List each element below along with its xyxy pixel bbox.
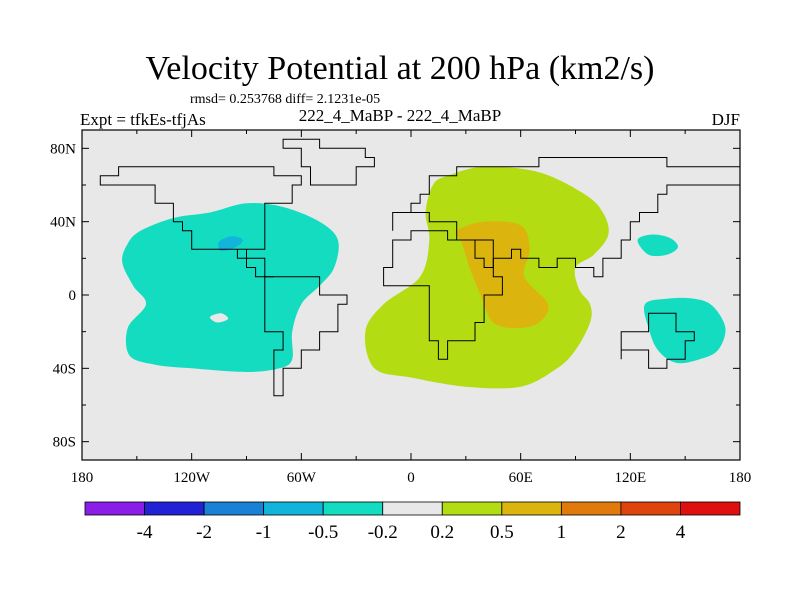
chart-title: Velocity Potential at 200 hPa (km2/s) [145, 50, 655, 87]
y-tick-label: 40S [53, 361, 76, 377]
coastline-greenland [282, 138, 375, 186]
colorbar-label: 1 [557, 522, 567, 543]
coastline-africa [383, 230, 503, 360]
colorbar-swatch [382, 501, 443, 516]
colorbar-swatch [680, 501, 741, 516]
map-axes: 180 120W 60W 0 60E 120E 180 80N 40N 0 40S 80S [50, 129, 752, 486]
coastline-australia [620, 312, 695, 369]
contour-region-western-pacific-low [122, 203, 339, 372]
x-tick-label: 180 [71, 470, 94, 486]
colorbar: -4 -2 -1 -0.5 -0.2 0.2 0.5 1 2 4 [84, 501, 741, 543]
x-tick-label: 60E [509, 470, 533, 486]
x-tick-label: 60W [287, 470, 317, 486]
contour-region-inner-negative-core [218, 236, 243, 252]
stats-text: rmsd= 0.253768 diff= 2.1231e-05 [190, 92, 381, 107]
colorbar-swatch [501, 501, 562, 516]
x-tick-label: 0 [407, 470, 415, 486]
season-label: DJF [711, 110, 740, 129]
colorbar-label: -2 [196, 522, 212, 543]
colorbar-swatch [84, 501, 145, 516]
colorbar-swatch [203, 501, 265, 516]
colorbar-label: 0.2 [430, 522, 454, 543]
colorbar-swatch [441, 501, 503, 516]
x-tick-label: 120W [173, 470, 211, 486]
colorbar-label: 0.5 [490, 522, 514, 543]
coastline-eurasia [392, 157, 741, 278]
y-tick-label: 0 [69, 288, 77, 304]
x-tick-label: 180 [729, 470, 752, 486]
map-area [82, 130, 741, 460]
y-tick-label: 40N [50, 215, 76, 231]
colorbar-swatch [322, 501, 384, 516]
coastline-north-america [99, 166, 302, 278]
y-tick-label: 80S [53, 435, 76, 451]
contour-region-equatorial-hole [209, 313, 229, 323]
colorbar-label: 2 [616, 522, 626, 543]
colorbar-label: -0.5 [308, 522, 338, 543]
experiment-label: Expt = tfkEs-tfjAs [80, 110, 206, 129]
colorbar-label: -4 [137, 522, 153, 543]
colorbar-swatch [620, 501, 681, 516]
colorbar-swatch [560, 501, 622, 516]
x-tick-label: 120E [614, 470, 646, 486]
y-tick-label: 80N [50, 141, 76, 157]
colorbar-label: 4 [676, 522, 686, 543]
colorbar-label: -0.2 [368, 522, 398, 543]
coastline-south-america [264, 276, 348, 397]
colorbar-swatch [144, 501, 205, 516]
contour-region-southeast-pacific-patch [643, 297, 726, 364]
colorbar-swatch [263, 501, 324, 516]
contour-region-central-core [455, 221, 549, 328]
colorbar-label: -1 [256, 522, 272, 543]
case-label: 222_4_MaBP - 222_4_MaBP [298, 106, 502, 125]
contour-region-eastern-pacific-patch [637, 234, 678, 257]
